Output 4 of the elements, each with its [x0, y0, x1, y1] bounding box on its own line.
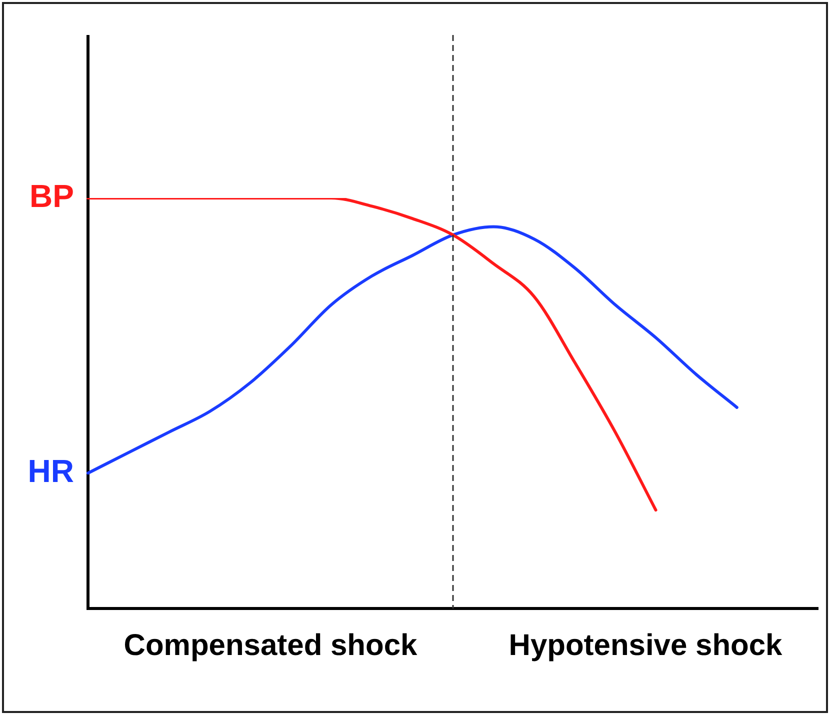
series-label: HR	[28, 452, 74, 489]
text: Compensated shock	[124, 628, 418, 662]
series-label: BP	[30, 178, 74, 214]
text: Hypotensive shock	[508, 628, 783, 662]
